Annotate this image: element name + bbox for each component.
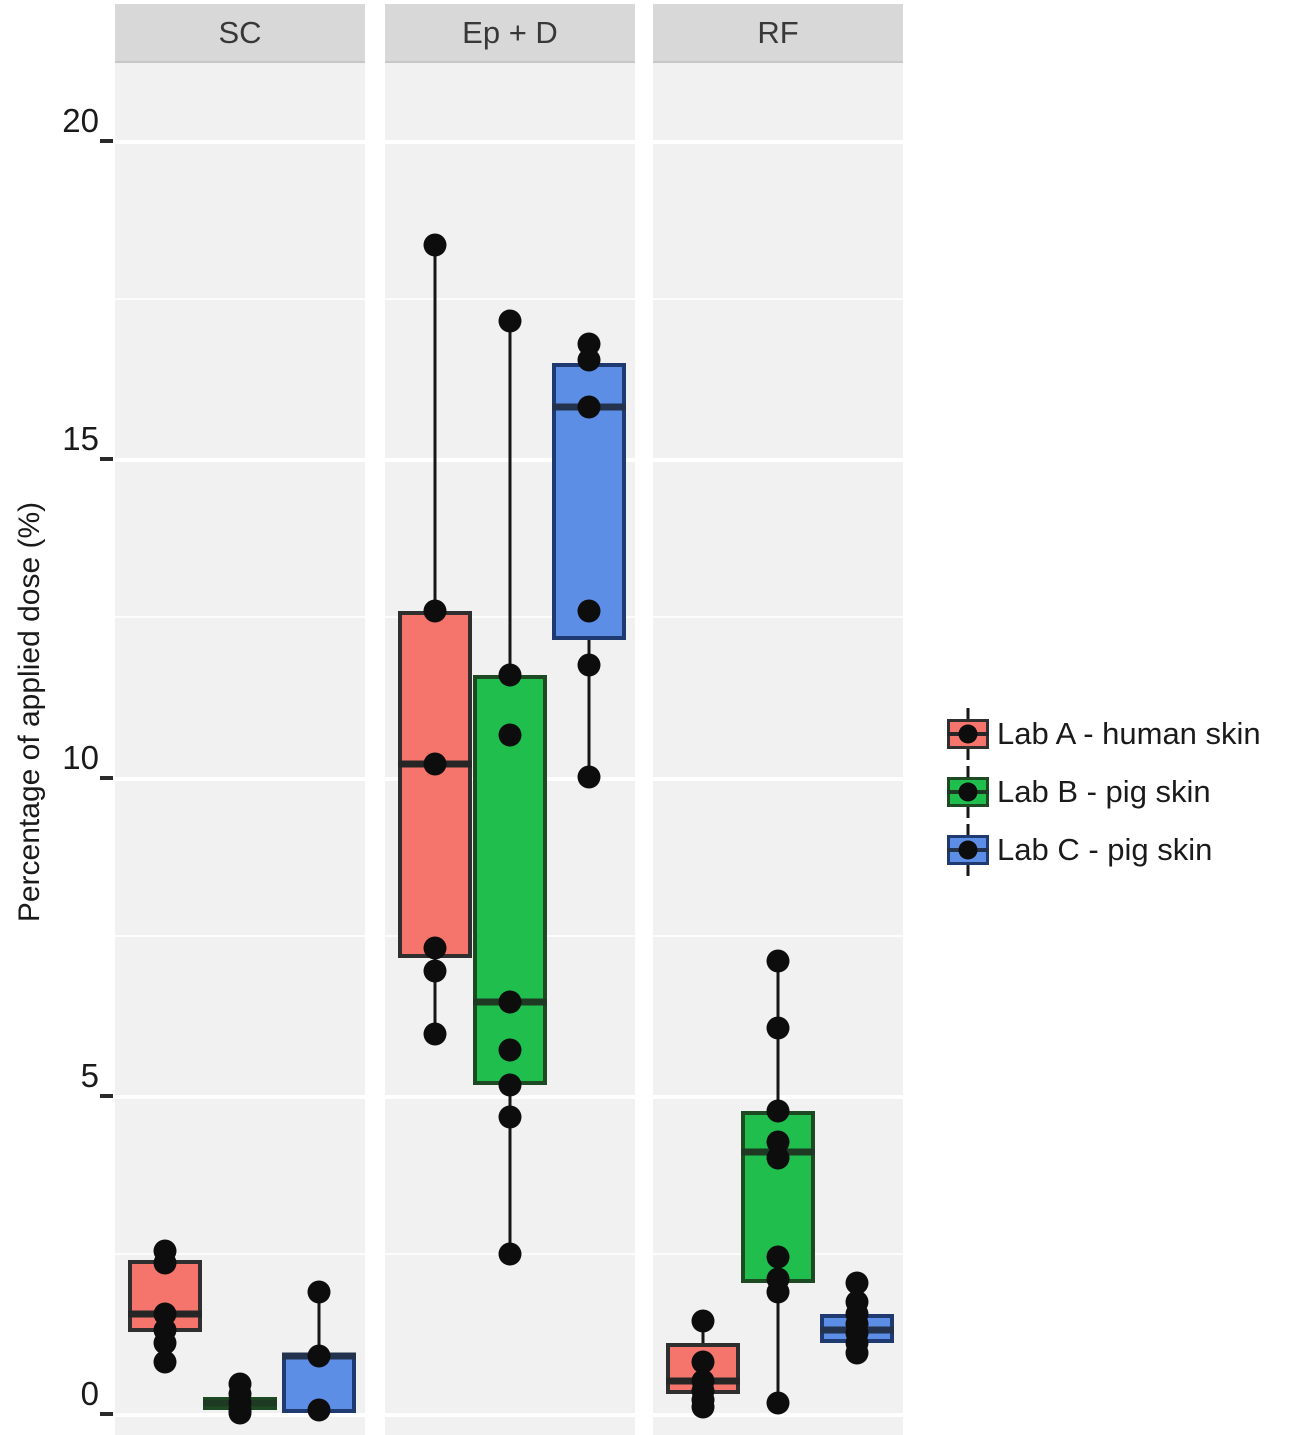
data-point <box>307 1280 331 1304</box>
box-iqr <box>398 611 472 958</box>
facet-strip-label: RF <box>757 14 799 50</box>
y-tick-mark <box>100 775 113 780</box>
facet-panel <box>385 63 635 1435</box>
data-point <box>498 723 522 747</box>
data-point <box>423 1022 447 1046</box>
data-point <box>577 765 601 788</box>
data-point <box>423 752 447 776</box>
major-gridline <box>115 140 365 144</box>
data-point <box>307 1398 331 1422</box>
minor-gridline <box>653 934 903 937</box>
data-point <box>766 1280 790 1304</box>
y-axis-title: Percentage of applied dose (%) <box>13 501 46 923</box>
minor-gridline <box>115 1252 365 1255</box>
facet-panel <box>653 63 903 1435</box>
facet-strip: RF <box>653 4 903 63</box>
major-gridline <box>115 458 365 463</box>
data-point <box>498 990 522 1014</box>
data-point <box>845 1271 869 1295</box>
data-point <box>423 233 447 257</box>
minor-gridline <box>115 298 365 301</box>
major-gridline <box>653 1413 903 1417</box>
data-point <box>766 1391 790 1415</box>
data-point <box>423 959 447 983</box>
y-tick-label: 5 <box>80 1056 99 1094</box>
data-point <box>228 1401 252 1425</box>
data-point <box>498 1242 522 1266</box>
data-point <box>498 1105 522 1129</box>
data-point <box>845 1341 869 1365</box>
data-point <box>691 1350 715 1374</box>
facet-panel <box>115 63 365 1435</box>
data-point <box>423 936 447 960</box>
major-gridline <box>115 1094 365 1099</box>
facet-strip-label: SC <box>218 14 262 50</box>
legend-row: Lab B - pig skin <box>945 763 1261 821</box>
facet-strip-label: Ep + D <box>462 14 558 50</box>
data-point <box>307 1344 331 1368</box>
major-gridline <box>653 140 903 144</box>
data-point <box>577 395 601 419</box>
major-gridline <box>385 1413 635 1417</box>
data-point <box>498 663 522 687</box>
facet-strip: Ep + D <box>385 4 635 63</box>
minor-gridline <box>115 616 365 619</box>
data-point <box>691 1395 715 1419</box>
legend-point-icon <box>958 840 978 860</box>
y-tick-mark <box>100 1093 113 1098</box>
data-point <box>766 949 790 973</box>
y-tick-mark <box>100 1412 113 1416</box>
data-point <box>766 1146 790 1170</box>
legend: Lab A - human skin Lab B - pig skin Lab C … <box>945 705 1261 879</box>
data-point <box>423 599 447 623</box>
data-point <box>766 1016 790 1040</box>
legend-key-boxplot-icon <box>945 821 991 879</box>
major-gridline <box>385 140 635 144</box>
y-tick-label: 15 <box>62 420 99 458</box>
major-gridline <box>653 776 903 781</box>
legend-row: Lab C - pig skin <box>945 821 1261 879</box>
legend-label: Lab A - human skin <box>997 716 1261 751</box>
legend-key-boxplot-icon <box>945 705 991 763</box>
y-tick-label: 20 <box>62 102 99 139</box>
minor-gridline <box>385 298 635 301</box>
minor-gridline <box>115 934 365 937</box>
y-tick-mark <box>100 457 113 462</box>
y-tick-label: 0 <box>80 1375 99 1412</box>
data-point <box>153 1331 177 1355</box>
data-point <box>498 1073 522 1097</box>
legend-point-icon <box>958 782 978 802</box>
minor-gridline <box>653 616 903 619</box>
data-point <box>577 653 601 677</box>
minor-gridline <box>653 298 903 301</box>
data-point <box>498 1038 522 1062</box>
legend-point-icon <box>958 724 978 744</box>
major-gridline <box>653 458 903 463</box>
data-point <box>153 1350 177 1374</box>
legend-row: Lab A - human skin <box>945 705 1261 763</box>
legend-key-boxplot-icon <box>945 763 991 821</box>
data-point <box>691 1309 715 1333</box>
y-tick-mark <box>100 139 113 143</box>
data-point <box>153 1251 177 1275</box>
data-point <box>577 599 601 623</box>
data-point <box>498 309 522 333</box>
y-tick-label: 10 <box>62 738 99 776</box>
legend-label: Lab B - pig skin <box>997 774 1211 809</box>
data-point <box>577 348 601 372</box>
data-point <box>766 1245 790 1269</box>
data-point <box>766 1099 790 1123</box>
legend-label: Lab C - pig skin <box>997 832 1213 867</box>
major-gridline <box>115 776 365 781</box>
facet-strip: SC <box>115 4 365 63</box>
